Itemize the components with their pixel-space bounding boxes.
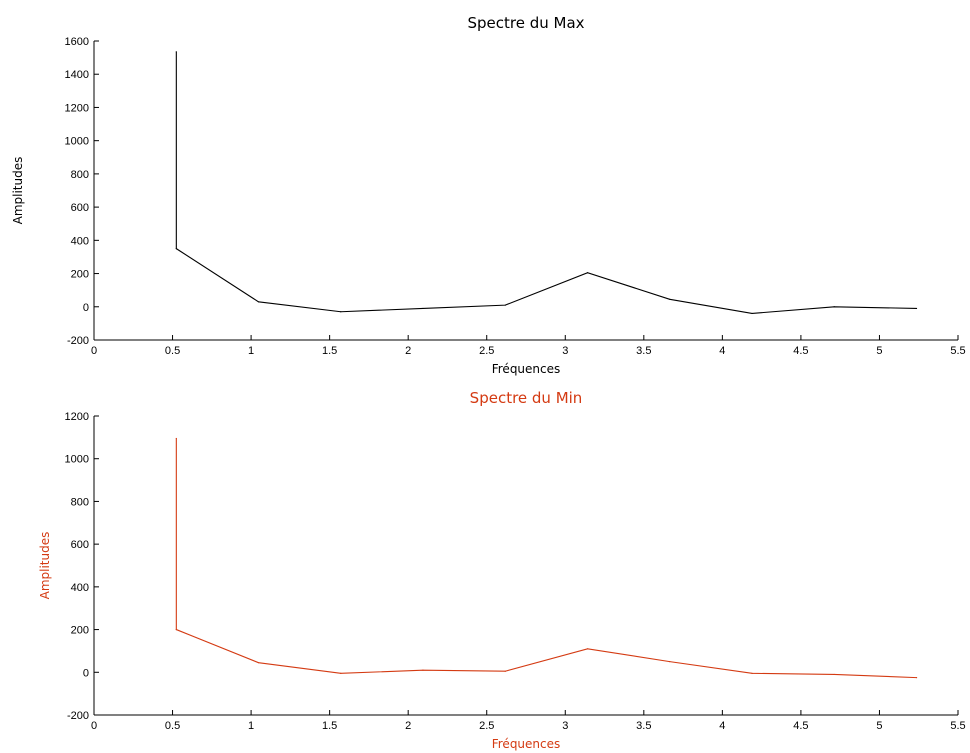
x-tick-label: 4.5 <box>793 720 808 732</box>
x-tick-label: 1.5 <box>322 720 337 732</box>
x-tick-label: 1.5 <box>322 345 337 357</box>
data-point <box>504 304 506 306</box>
x-tick-label: 0.5 <box>165 345 180 357</box>
y-tick-label: 1600 <box>65 36 89 48</box>
y-tick-label: 1200 <box>65 102 89 114</box>
data-point <box>751 672 753 674</box>
x-tick-label: 2 <box>405 345 411 357</box>
x-tick-label: 1 <box>248 720 254 732</box>
x-tick-label: 0 <box>91 345 97 357</box>
data-point <box>175 248 177 250</box>
y-tick-label: 1000 <box>65 136 89 148</box>
x-tick-label: 3.5 <box>636 720 651 732</box>
x-tick-label: 3 <box>562 345 568 357</box>
chart-min-spectrum: 0 0.5 1 1.5 2 2.5 3 3.5 4 4.5 5 5.5-200020040060080… <box>38 389 966 751</box>
data-point <box>669 661 671 663</box>
data-point <box>175 437 177 440</box>
y-tick-label: 0 <box>83 302 89 314</box>
x-tick-label: 2 <box>405 720 411 732</box>
y-tick-label: 200 <box>71 625 89 637</box>
x-tick-label: 5 <box>876 345 882 357</box>
y-tick-label: 600 <box>71 539 89 551</box>
x-tick-label: 4.5 <box>793 345 808 357</box>
x-tick-label: 5.5 <box>950 720 965 732</box>
x-axis-label: Fréquences <box>492 362 561 376</box>
data-point <box>422 669 424 671</box>
data-point <box>504 670 506 672</box>
data-point <box>175 628 177 631</box>
y-axis-label: Amplitudes <box>11 157 25 225</box>
x-tick-label: 2.5 <box>479 345 494 357</box>
x-tick-label: 3 <box>562 720 568 732</box>
data-point <box>340 311 342 313</box>
y-tick-label: 1200 <box>65 411 89 423</box>
x-axis-label: Fréquences <box>492 737 561 751</box>
y-tick-label: 800 <box>71 496 89 508</box>
y-tick-label: -200 <box>67 710 89 722</box>
series-line <box>175 438 917 679</box>
data-point <box>340 672 342 674</box>
series-line <box>175 51 917 314</box>
y-tick-label: 400 <box>71 582 89 594</box>
data-point <box>257 662 260 664</box>
y-tick-label: 1400 <box>65 69 89 81</box>
x-tick-label: 0.5 <box>165 720 180 732</box>
y-tick-label: 1000 <box>65 454 89 466</box>
x-tick-label: 2.5 <box>479 720 494 732</box>
data-point <box>915 677 918 679</box>
y-tick-label: 600 <box>71 202 89 214</box>
data-point <box>586 272 589 274</box>
data-point <box>833 673 835 676</box>
chart-title: Spectre du Max <box>467 14 584 32</box>
y-axis-label: Amplitudes <box>38 532 52 600</box>
y-tick-label: 800 <box>71 169 89 181</box>
y-tick-label: 0 <box>83 667 89 679</box>
data-point <box>833 306 835 308</box>
y-tick-label: -200 <box>67 335 89 347</box>
x-tick-label: 1 <box>248 345 254 357</box>
data-point <box>751 312 753 315</box>
x-tick-label: 5.5 <box>950 345 965 357</box>
data-point <box>669 298 671 300</box>
chart-max-spectrum: 0 0.5 1 1.5 2 2.5 3 3.5 4 4.5 5 5.5-200020040060080… <box>11 14 966 376</box>
x-tick-label: 3.5 <box>636 345 651 357</box>
x-tick-label: 4 <box>719 720 725 732</box>
data-point <box>175 51 177 53</box>
data-point <box>915 307 918 310</box>
data-point <box>586 648 589 650</box>
data-point <box>257 301 260 303</box>
chart-title: Spectre du Min <box>470 389 583 407</box>
x-tick-label: 0 <box>91 720 97 732</box>
y-tick-label: 400 <box>71 235 89 247</box>
x-tick-label: 4 <box>719 345 725 357</box>
y-tick-label: 200 <box>71 269 89 281</box>
data-point <box>422 307 424 310</box>
x-tick-label: 5 <box>876 720 882 732</box>
